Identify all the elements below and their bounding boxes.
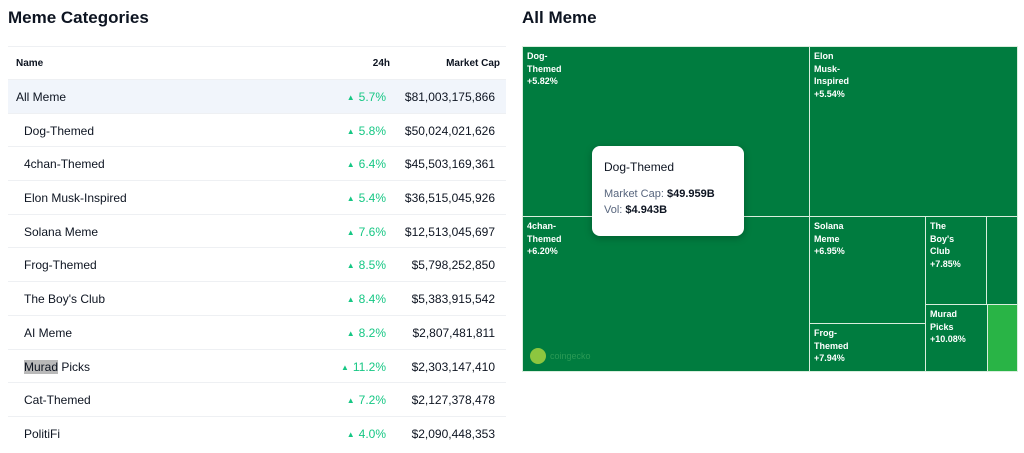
table-row[interactable]: Solana Meme ▲ 7.6% $12,513,045,697 xyxy=(8,215,506,249)
tooltip-title: Dog-Themed xyxy=(604,160,675,174)
treemap-tile-ai-meme[interactable] xyxy=(986,216,1018,305)
market-cap: $2,303,147,410 xyxy=(411,359,495,374)
treemap-tooltip: Dog-Themed Market Cap: $49.959B Vol: $4.… xyxy=(592,146,744,236)
category-name: Frog-Themed xyxy=(24,258,97,273)
table-row[interactable]: The Boy's Club ▲ 8.4% $5,383,915,542 xyxy=(8,282,506,316)
market-cap: $5,383,915,542 xyxy=(411,292,495,307)
market-cap: $50,024,021,626 xyxy=(404,123,495,138)
change-24h: ▲ 11.2% xyxy=(340,359,386,374)
up-arrow-icon: ▲ xyxy=(346,261,355,271)
table-row[interactable]: Frog-Themed ▲ 8.5% $5,798,252,850 xyxy=(8,248,506,283)
table-row[interactable]: Murad Picks ▲ 11.2% $2,303,147,410 xyxy=(8,350,506,384)
up-arrow-icon: ▲ xyxy=(346,160,355,170)
change-24h: ▲ 7.6% xyxy=(346,224,386,239)
treemap-tile-solana-meme[interactable]: Solana Meme +6.95% xyxy=(809,216,926,324)
up-arrow-icon: ▲ xyxy=(346,295,355,305)
table-row[interactable]: All Meme ▲ 5.7% $81,003,175,866 xyxy=(8,80,506,114)
market-cap: $5,798,252,850 xyxy=(411,258,495,273)
treemap-tile-the-boys-club[interactable]: The Boy's Club +7.85% xyxy=(925,216,987,305)
category-name: Elon Musk-Inspired xyxy=(24,191,127,206)
table-row[interactable]: PolitiFi ▲ 4.0% $2,090,448,353 xyxy=(8,417,506,451)
category-name: PolitiFi xyxy=(24,426,61,441)
header-market-cap[interactable]: Market Cap xyxy=(446,58,500,69)
up-arrow-icon: ▲ xyxy=(346,396,355,406)
table-row[interactable]: 4chan-Themed ▲ 6.4% $45,503,169,361 xyxy=(8,147,506,182)
treemap-tile-elon-musk-inspired[interactable]: Elon Musk- Inspired +5.54% xyxy=(809,46,1018,217)
change-24h: ▲ 6.4% xyxy=(346,157,386,172)
category-name: Murad Picks xyxy=(24,359,91,374)
coingecko-logo-icon xyxy=(530,348,546,364)
all-meme-treemap: Dog- Themed +5.82% Elon Musk- Inspired +5.54%… xyxy=(522,46,1018,372)
change-24h: ▲ 4.0% xyxy=(346,426,386,441)
up-arrow-icon: ▲ xyxy=(346,194,355,204)
market-cap: $2,127,378,478 xyxy=(411,393,495,408)
header-24h[interactable]: 24h xyxy=(372,58,390,69)
up-arrow-icon: ▲ xyxy=(340,362,349,372)
market-cap: $2,090,448,353 xyxy=(411,426,495,441)
table-row[interactable]: AI Meme ▲ 8.2% $2,807,481,811 xyxy=(8,316,506,350)
up-arrow-icon: ▲ xyxy=(346,328,355,338)
up-arrow-icon: ▲ xyxy=(346,429,355,439)
change-24h: ▲ 8.4% xyxy=(346,292,386,307)
meme-categories-title: Meme Categories xyxy=(8,8,149,27)
tooltip-market-cap: Market Cap: $49.959B xyxy=(604,188,715,200)
market-cap: $45,503,169,361 xyxy=(404,157,495,172)
category-name: 4chan-Themed xyxy=(24,157,105,172)
coingecko-watermark: coingecko xyxy=(530,348,591,364)
market-cap: $12,513,045,697 xyxy=(404,224,495,239)
all-meme-title: All Meme xyxy=(522,8,597,27)
market-cap: $2,807,481,811 xyxy=(412,325,495,340)
category-name: AI Meme xyxy=(24,325,73,340)
table-header: Name 24h Market Cap xyxy=(8,46,506,80)
treemap-tile-politifi[interactable] xyxy=(925,336,988,372)
category-name: Solana Meme xyxy=(24,224,99,239)
category-name: Cat-Themed xyxy=(24,393,91,408)
treemap-tile-murad-picks[interactable]: Murad Picks +10.08% xyxy=(925,304,988,372)
change-24h: ▲ 5.7% xyxy=(346,90,386,104)
treemap-tile-frog-themed[interactable]: Frog- Themed +7.94% xyxy=(809,323,926,372)
header-name[interactable]: Name xyxy=(16,58,44,69)
category-name: The Boy's Club xyxy=(24,292,105,307)
change-24h: ▲ 7.2% xyxy=(346,393,386,408)
table-row[interactable]: Cat-Themed ▲ 7.2% $2,127,378,478 xyxy=(8,383,506,417)
market-cap: $81,003,175,866 xyxy=(404,90,495,104)
categories-table: Name 24h Market Cap All Meme ▲ 5.7% $81,0… xyxy=(8,46,506,451)
up-arrow-icon: ▲ xyxy=(346,126,355,136)
category-name: Dog-Themed xyxy=(24,123,95,138)
table-row[interactable]: Dog-Themed ▲ 5.8% $50,024,021,626 xyxy=(8,114,506,148)
treemap-tile-cat-themed[interactable] xyxy=(987,304,1018,372)
up-arrow-icon: ▲ xyxy=(346,227,355,237)
market-cap: $36,515,045,926 xyxy=(404,191,495,206)
table-row[interactable]: Elon Musk-Inspired ▲ 5.4% $36,515,045,926 xyxy=(8,181,506,215)
change-24h: ▲ 8.5% xyxy=(346,258,386,273)
category-name: All Meme xyxy=(16,90,67,104)
change-24h: ▲ 5.4% xyxy=(346,191,386,206)
change-24h: ▲ 5.8% xyxy=(346,123,386,138)
highlighted-text: Murad xyxy=(24,359,59,374)
change-24h: ▲ 8.2% xyxy=(346,325,386,340)
up-arrow-icon: ▲ xyxy=(346,93,355,102)
tooltip-volume: Vol: $4.943B xyxy=(604,204,668,216)
